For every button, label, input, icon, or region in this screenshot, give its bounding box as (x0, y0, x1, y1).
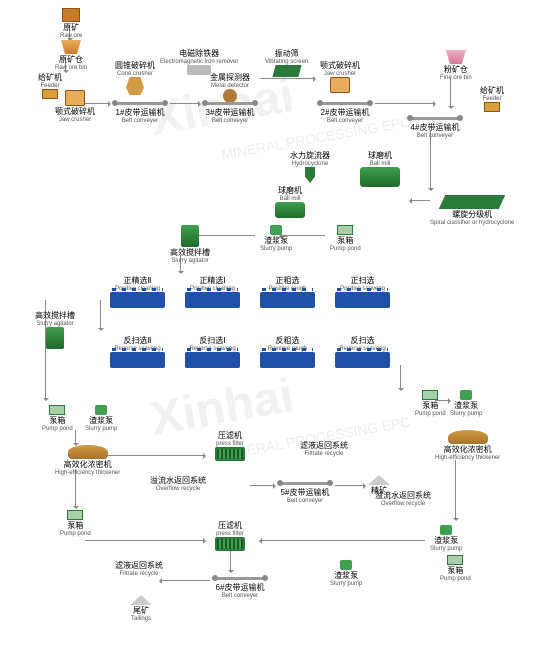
belt-5: 5#皮带运输机Belt conveyer (280, 480, 330, 504)
fine-ore-bin: 粉矿仓Fine ore bin (440, 50, 472, 81)
flow-arrow (160, 580, 210, 581)
pump-pond-3: 泵箱Pump pond (42, 405, 73, 432)
flotation-rs3: 反扫选Reverse scaveng (335, 335, 390, 368)
thickener-2: 高效化浓密机High-efficiency thickener (435, 430, 500, 461)
flow-arrow (375, 103, 435, 104)
flotation-c1: 正精选ⅠPositive cleaning (185, 275, 240, 308)
raw-ore: 原矿Raw ore (60, 8, 82, 39)
flow-arrow (230, 550, 231, 572)
electromagnetic-remover: 电磁除铁器Electromagnetic iron remover (160, 48, 238, 75)
flotation-r2: 正扫选Positive scaveng (335, 275, 390, 308)
flow-arrow (430, 130, 431, 190)
slurry-agitator-1: 高效搅拌槽Slurry agitator (170, 225, 210, 264)
slurry-pump-1: 渣浆泵Slurry pump (260, 225, 292, 252)
flow-arrow (410, 200, 430, 201)
flow-arrow (75, 430, 76, 445)
flow-arrow (335, 485, 365, 486)
hydrocyclone: 水力旋流器Hydrocyclone (290, 150, 330, 183)
belt-4: 4#皮带运输机Belt conveyer (410, 115, 460, 139)
pump-pond-2: 泵箱Pump pond (415, 390, 446, 417)
pump-pond-1: 泵箱Pump pond (330, 225, 361, 252)
belt-6: 6#皮带运输机Belt conveyer (215, 575, 265, 599)
filtrate-recycle-2: 滤液返回系统Filtrate recycle (115, 560, 163, 577)
flow-arrow (85, 540, 205, 541)
slurry-pump-2: 渣浆泵Slurry pump (450, 390, 482, 417)
cone-crusher: 圆锥破碎机Cone crusher (115, 60, 155, 95)
overflow-recycle-2: 溢流水返回系统Overflow recycle (375, 490, 431, 507)
press-filter-1: 压滤机press filter (215, 430, 245, 461)
flow-arrow (260, 540, 425, 541)
tailings-pile: 尾矿Tailings (130, 595, 152, 622)
flotation-rr1: 反粗选Reverse rough (260, 335, 315, 368)
flow-arrow (250, 485, 275, 486)
flow-arrow (455, 460, 456, 520)
flotation-rs1: 反扫选ⅠReverse scaveng (185, 335, 240, 368)
flotation-rs2: 反扫选ⅡReverse scaveng (110, 335, 165, 368)
filtrate-recycle-1: 滤液返回系统Filtrate recycle (300, 440, 348, 457)
metal-detector: 金属探测器Metal detector (210, 72, 250, 103)
slurry-pump-4: 渣浆泵Slurry pump (330, 560, 362, 587)
flow-arrow (450, 78, 451, 108)
feeder-2: 给矿机Feeder (480, 85, 504, 112)
flow-arrow (100, 300, 101, 330)
vibrating-screen: 振动筛Vibrating screen (265, 48, 308, 77)
flow-arrow (400, 365, 401, 390)
jaw-crusher-2: 颚式破碎机Jaw crusher (320, 60, 360, 93)
slurry-pump-3: 渣浆泵Slurry pump (85, 405, 117, 432)
overflow-recycle-1: 溢流水返回系统Overflow recycle (150, 475, 206, 492)
belt-2: 2#皮带运输机Belt conveyer (320, 100, 370, 124)
belt-3: 3#皮带运输机Belt conveyer (205, 100, 255, 124)
raw-ore-bin: 原矿仓Raw ore bin (55, 40, 87, 71)
ball-mill-1: 球磨机Ball mill (275, 185, 305, 218)
thickener-1: 高效化浓密机High-efficiency thickener (55, 445, 120, 476)
flow-arrow (260, 78, 315, 79)
flotation-c2: 正精选ⅡPositive cleaning (110, 275, 165, 308)
flow-arrow (170, 103, 200, 104)
flotation-r1: 正粗选Positive rough (260, 275, 315, 308)
belt-1: 1#皮带运输机Belt conveyer (115, 100, 165, 124)
spiral-classifier: 螺旋分级机Spiral classifier or hydrocyclone (430, 195, 514, 226)
slurry-agitator-2: 高效搅拌槽Slurry agitator (35, 310, 75, 349)
ball-mill-2: 球磨机Ball mill (360, 150, 400, 187)
pump-pond-4: 泵箱Pump pond (60, 510, 91, 537)
pump-pond-5: 泵箱Pump pond (440, 555, 471, 582)
jaw-crusher: 颚式破碎机Jaw crusher (55, 90, 95, 123)
slurry-pump-5: 渣浆泵Slurry pump (430, 525, 462, 552)
press-filter-2: 压滤机press filter (215, 520, 245, 551)
